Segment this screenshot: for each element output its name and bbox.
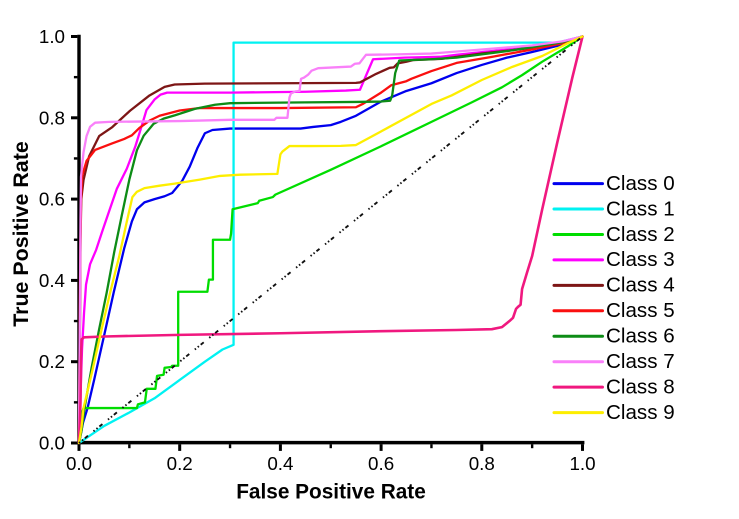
svg-text:Class 2: Class 2 <box>606 223 675 246</box>
svg-text:False Positive Rate: False Positive Rate <box>236 481 426 504</box>
svg-text:0.6: 0.6 <box>39 189 65 210</box>
svg-text:0.0: 0.0 <box>66 453 92 474</box>
svg-text:Class 9: Class 9 <box>606 401 675 424</box>
svg-text:0.6: 0.6 <box>368 453 394 474</box>
svg-text:1.0: 1.0 <box>39 26 65 47</box>
svg-text:Class 0: Class 0 <box>606 172 675 195</box>
svg-text:0.2: 0.2 <box>39 351 65 372</box>
svg-text:0.8: 0.8 <box>469 453 495 474</box>
svg-text:1.0: 1.0 <box>569 453 595 474</box>
svg-text:0.8: 0.8 <box>39 107 65 128</box>
svg-text:Class 4: Class 4 <box>606 274 675 297</box>
svg-text:Class 8: Class 8 <box>606 375 675 398</box>
svg-text:Class 5: Class 5 <box>606 299 675 322</box>
svg-text:0.4: 0.4 <box>267 453 293 474</box>
svg-text:Class 3: Class 3 <box>606 248 675 271</box>
svg-text:Class 1: Class 1 <box>606 197 675 220</box>
svg-text:True Positive Rate: True Positive Rate <box>9 141 33 327</box>
svg-text:Class 6: Class 6 <box>606 325 675 348</box>
svg-text:0.4: 0.4 <box>39 270 65 291</box>
svg-text:0.2: 0.2 <box>167 453 193 474</box>
svg-text:0.0: 0.0 <box>39 433 65 454</box>
svg-text:Class 7: Class 7 <box>606 350 675 373</box>
